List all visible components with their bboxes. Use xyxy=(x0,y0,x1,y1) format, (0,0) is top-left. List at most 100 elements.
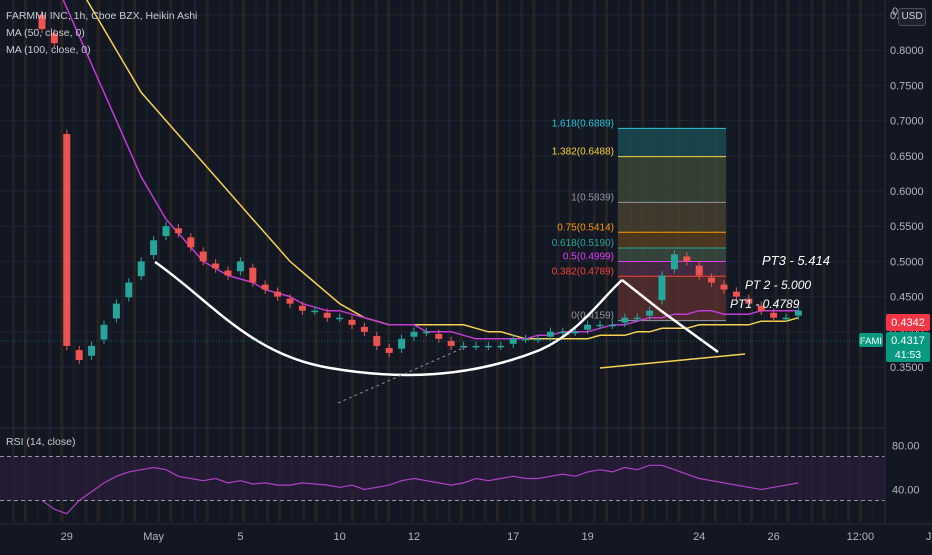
ma50-line xyxy=(62,0,799,340)
candle-body xyxy=(137,261,145,277)
time-axis-tick: 26 xyxy=(767,531,779,543)
fib-level-label: 0(0.4159) xyxy=(571,311,614,322)
candle-body xyxy=(584,324,592,330)
time-axis-tick: 12:00 xyxy=(847,531,875,543)
candle-body xyxy=(410,331,418,337)
fib-level-label: 0.382(0.4789) xyxy=(552,266,614,277)
fib-level-label: 0.5(0.4999) xyxy=(563,251,614,262)
candle-body xyxy=(745,298,753,304)
candle-body xyxy=(596,324,604,327)
fib-zone xyxy=(618,202,726,233)
rsi-axis-tick: 80.00 xyxy=(892,441,920,453)
price-axis-tick: 0.3500 xyxy=(890,362,924,374)
price-axis-tick: 0.6500 xyxy=(890,151,924,163)
fib-zone xyxy=(618,276,726,321)
candle-body xyxy=(608,324,616,327)
candle-body xyxy=(298,305,306,311)
time-axis-panel xyxy=(0,524,932,550)
candle-body xyxy=(385,347,393,353)
price-axis-tick: 0.8000 xyxy=(890,45,924,57)
candle-body xyxy=(150,240,158,256)
candle-body xyxy=(199,251,207,262)
candle-body xyxy=(261,284,269,290)
candle-body xyxy=(571,331,579,334)
candle-body xyxy=(708,277,716,283)
candle-body xyxy=(224,270,232,276)
high-price-label: 0.4342 xyxy=(891,317,925,329)
currency-button[interactable]: USD xyxy=(898,8,926,26)
fib-level-label: 1.382(0.6488) xyxy=(552,147,614,158)
rsi-line xyxy=(41,464,799,515)
price-axis-panel xyxy=(885,0,932,550)
last-price-label: 0.4317 xyxy=(891,335,925,347)
candle-body xyxy=(311,310,319,313)
candle-body xyxy=(646,310,654,316)
price-axis-tick: 0.5500 xyxy=(890,221,924,233)
price-axis-tick: 0.7000 xyxy=(890,116,924,128)
time-axis-tick: 5 xyxy=(237,531,243,543)
chart-legend: FARMMI INC, 1h, Cboe BZX, Heikin Ashi MA… xyxy=(6,8,197,59)
symbol-title: FARMMI INC, 1h, Cboe BZX, Heikin Ashi xyxy=(6,10,198,22)
fib-level-label: 0.618(0.5190) xyxy=(552,238,614,249)
time-axis-tick: 17 xyxy=(507,531,519,543)
high-price-badge xyxy=(886,314,930,331)
candle-body xyxy=(435,333,443,339)
candle-body xyxy=(621,317,629,323)
candle-body xyxy=(88,345,96,356)
candle-body xyxy=(38,15,46,30)
time-axis-tick: 12 xyxy=(408,531,420,543)
candle-body xyxy=(112,303,120,319)
price-target-label: PT3 - 5.414 xyxy=(762,253,830,268)
price-axis-tick: 0.5000 xyxy=(890,256,924,268)
ticker-badge[interactable] xyxy=(859,333,883,347)
fib-level-label: 1.618(0.6889) xyxy=(552,118,614,129)
candle-body xyxy=(373,336,381,346)
ma50-legend[interactable]: MA (50, close, 0) xyxy=(6,27,85,39)
ma100-legend[interactable]: MA (100, close, 0) xyxy=(6,44,91,56)
fib-zone xyxy=(618,128,726,157)
time-axis-tick: 19 xyxy=(581,531,593,543)
candle-body xyxy=(447,340,455,346)
price-axis-tick: 0.4500 xyxy=(890,292,924,304)
price-axis-tick: 0.7500 xyxy=(890,80,924,92)
time-axis-tick: May xyxy=(143,531,164,543)
ma100-line xyxy=(86,0,799,340)
candle-body xyxy=(559,331,567,334)
candle-body xyxy=(794,310,802,316)
candle-body xyxy=(360,326,368,332)
candle-body xyxy=(633,317,641,320)
candle-body xyxy=(670,254,678,270)
candle-body xyxy=(770,312,778,318)
candle-body xyxy=(782,317,790,320)
rsi-legend[interactable]: RSI (14, close) xyxy=(6,436,76,448)
countdown-label: 41:53 xyxy=(895,349,921,361)
support-line xyxy=(599,353,746,369)
rsi-band xyxy=(0,456,885,501)
candle-body xyxy=(125,282,133,298)
candle-body xyxy=(286,298,294,304)
candle-body xyxy=(323,312,331,318)
candle-body xyxy=(274,291,282,297)
cup-pattern-curve xyxy=(154,260,623,377)
candle-body xyxy=(683,256,691,262)
price-target-label: PT1 - 0.4789 xyxy=(730,297,800,311)
time-axis-tick: 29 xyxy=(61,531,73,543)
candle-body xyxy=(484,345,492,348)
candle-body xyxy=(472,345,480,348)
candle-body xyxy=(757,305,765,311)
fib-level-label: 1(0.5839) xyxy=(571,192,614,203)
time-axis-tick: 10 xyxy=(333,531,345,543)
candle-body xyxy=(522,338,530,341)
candle-body xyxy=(348,319,356,325)
time-axis-tick: 24 xyxy=(693,531,705,543)
candle-body xyxy=(732,291,740,297)
candle-body xyxy=(187,237,195,248)
candle-body xyxy=(546,331,554,337)
candle-body xyxy=(460,345,468,348)
candle-body xyxy=(75,350,83,360)
candle-body xyxy=(422,331,430,334)
candle-body xyxy=(249,267,257,283)
time-axis-tick: Jun xyxy=(926,531,932,543)
